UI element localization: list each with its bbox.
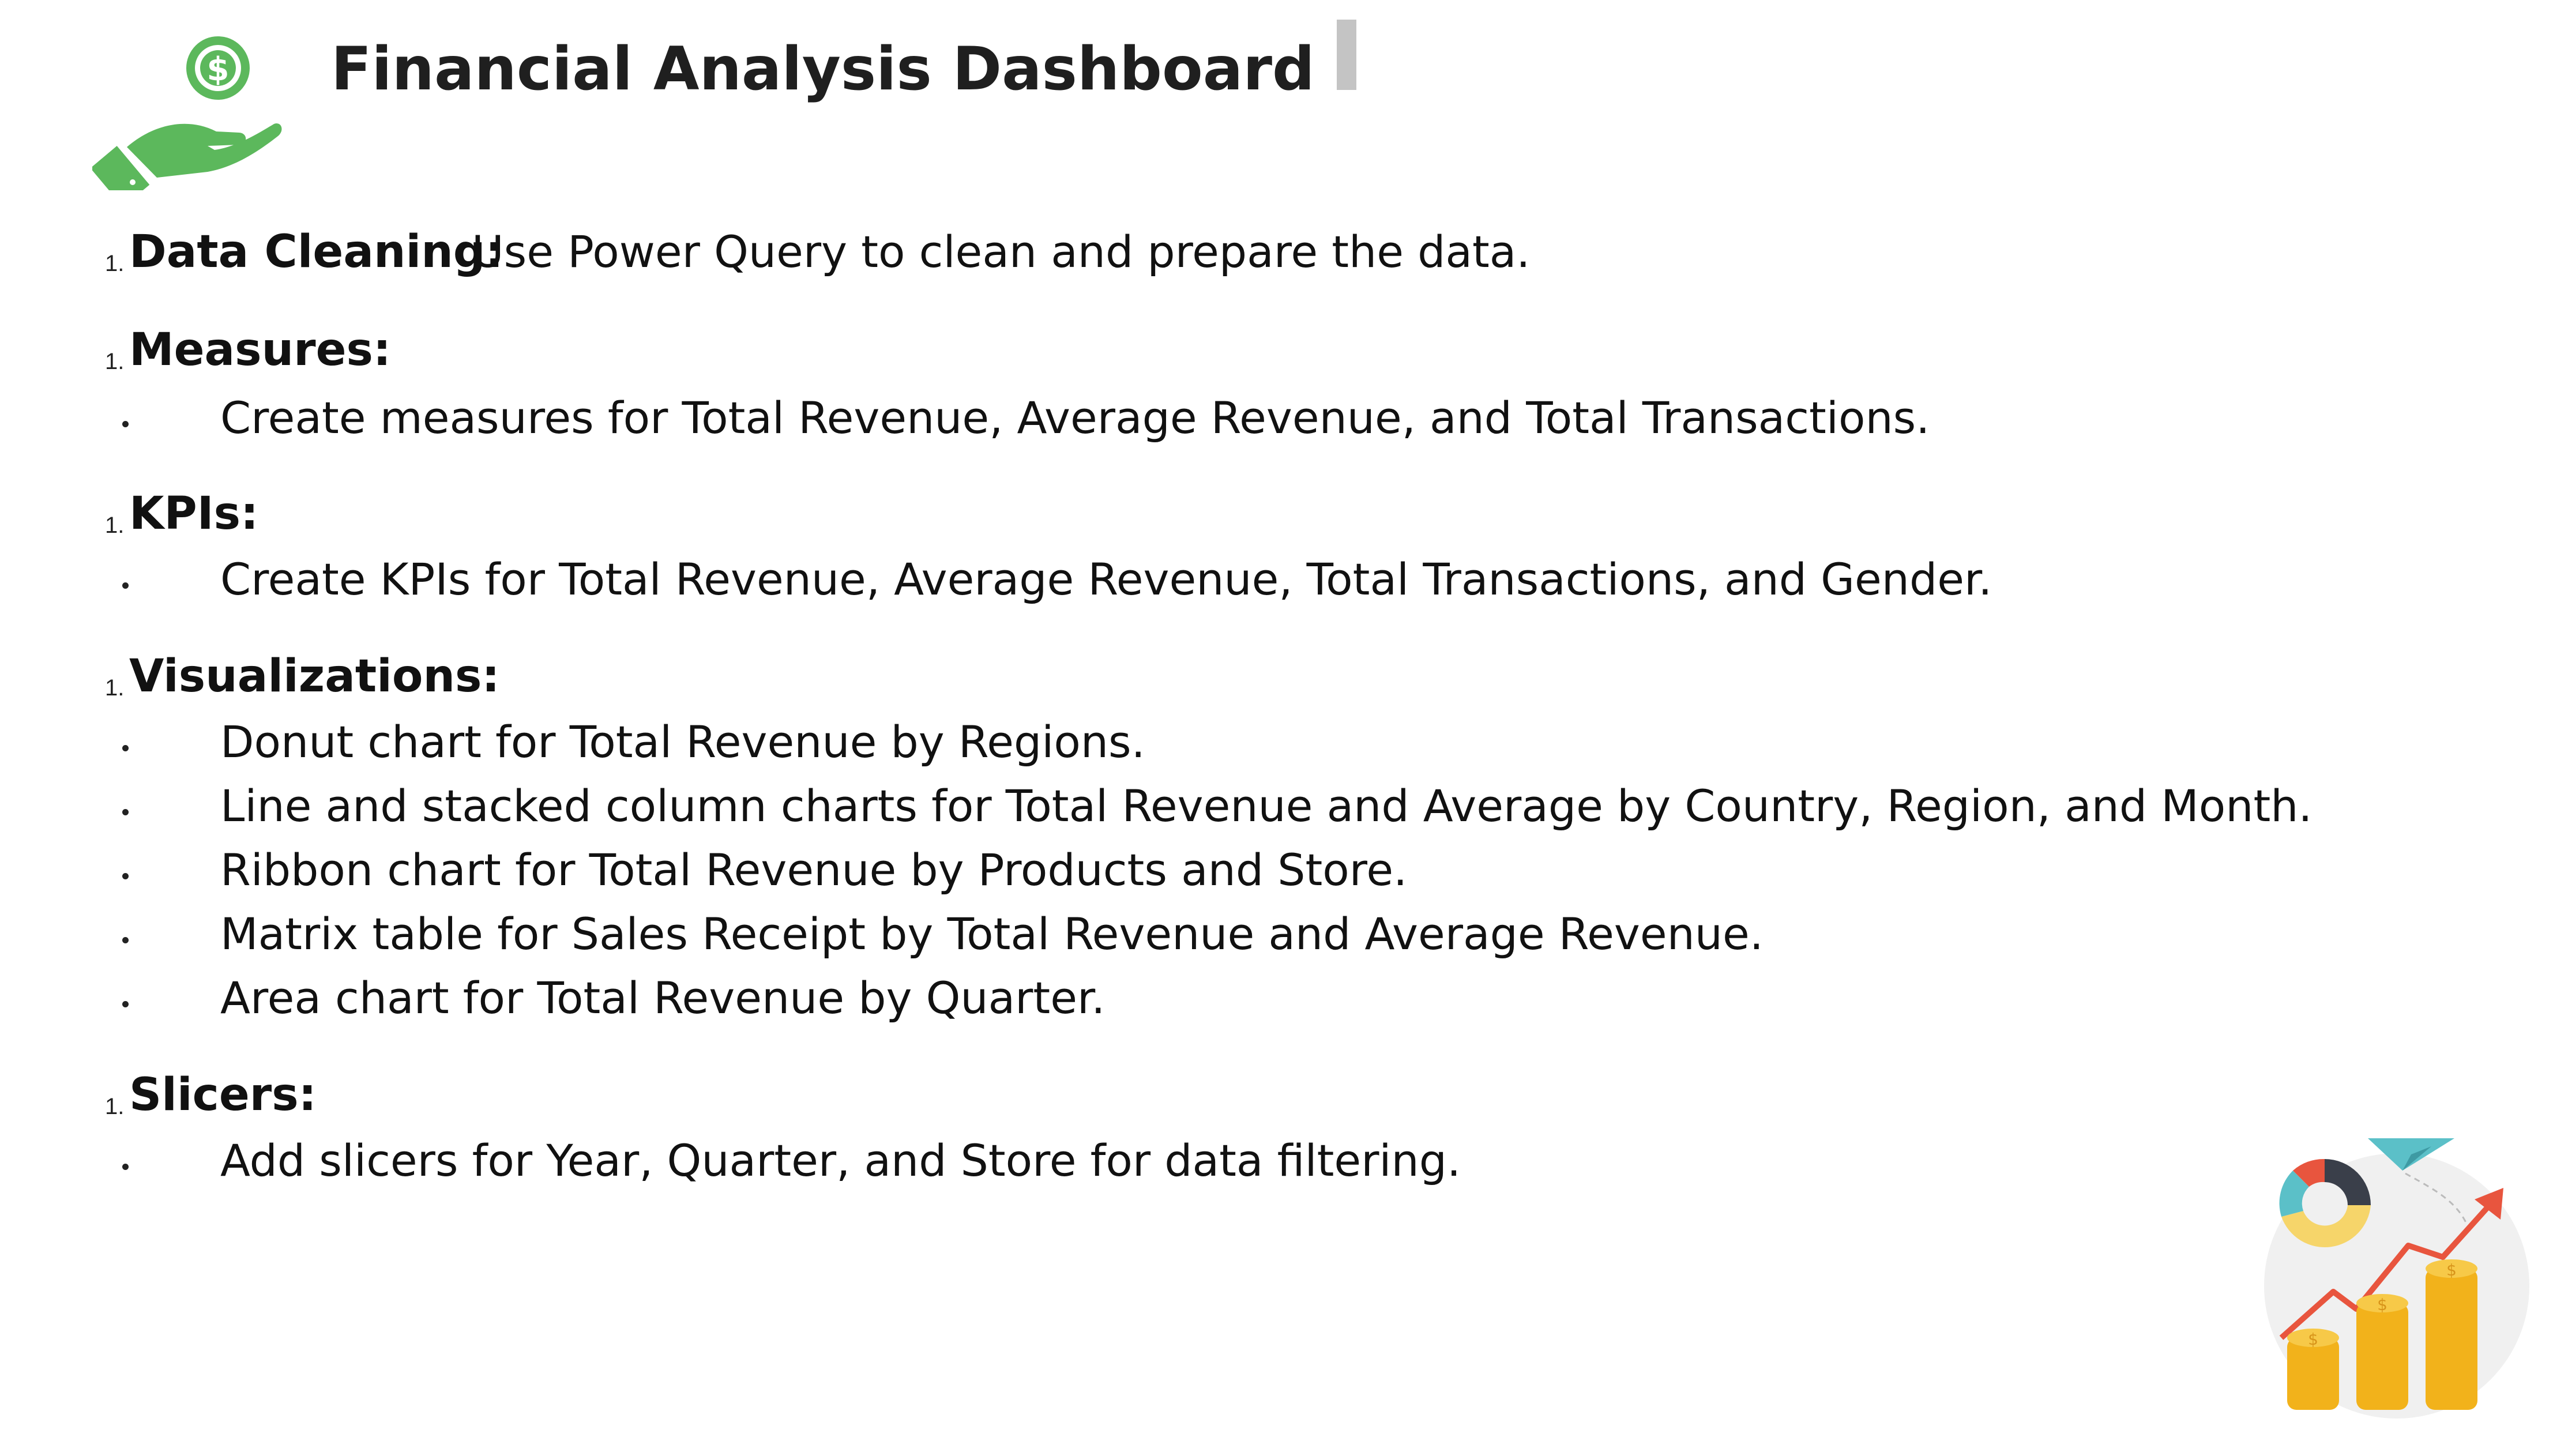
section-number: 1. <box>105 675 125 701</box>
bullet-icon <box>122 873 129 879</box>
coin-stack-icon: $ $ $ <box>2287 1259 2477 1410</box>
hand-dollar-icon: $ <box>92 36 282 190</box>
bullet-icon <box>122 937 129 943</box>
bullet-text: Create KPIs for Total Revenue, Average R… <box>220 554 1992 605</box>
section-label: Measures: <box>129 324 392 376</box>
section-number: 1. <box>105 513 125 538</box>
bullet-icon <box>122 1164 129 1170</box>
bullet-text: Matrix table for Sales Receipt by Total … <box>220 908 1764 960</box>
section-label: Slicers: <box>129 1069 317 1121</box>
section-number: 1. <box>105 349 125 374</box>
bullet-icon <box>122 809 129 815</box>
bullet-icon <box>122 421 129 427</box>
svg-text:$: $ <box>207 51 230 88</box>
section-label: KPIs: <box>129 488 259 540</box>
bullet-text: Add slicers for Year, Quarter, and Store… <box>220 1135 1461 1186</box>
bullet-icon <box>122 1001 129 1007</box>
bullet-text: Donut chart for Total Revenue by Regions… <box>220 716 1145 767</box>
bullet-icon <box>122 745 129 751</box>
section-text: Use Power Query to clean and prepare the… <box>472 226 1531 277</box>
section-label: Visualizations: <box>129 650 500 702</box>
section-label: Data Cleaning: <box>129 226 503 278</box>
svg-text:$: $ <box>2446 1261 2457 1280</box>
bullet-text: Line and stacked column charts for Total… <box>220 780 2313 832</box>
bullet-text: Ribbon chart for Total Revenue by Produc… <box>220 844 1408 896</box>
donut-chart-icon <box>2279 1158 2371 1248</box>
section-number: 1. <box>105 1094 125 1119</box>
title-accent-bar <box>1337 20 1356 90</box>
bullet-text: Create measures for Total Revenue, Avera… <box>220 392 1930 443</box>
svg-text:$: $ <box>2377 1295 2387 1314</box>
bullet-icon <box>122 582 129 589</box>
svg-text:$: $ <box>2308 1330 2318 1349</box>
section-number: 1. <box>105 251 125 276</box>
page-title: Financial Analysis Dashboard <box>331 35 1315 104</box>
finance-growth-illustration: $ $ $ <box>2264 1138 2529 1419</box>
growth-arrow-icon <box>2279 1197 2497 1340</box>
bullet-text: Area chart for Total Revenue by Quarter. <box>220 972 1106 1024</box>
